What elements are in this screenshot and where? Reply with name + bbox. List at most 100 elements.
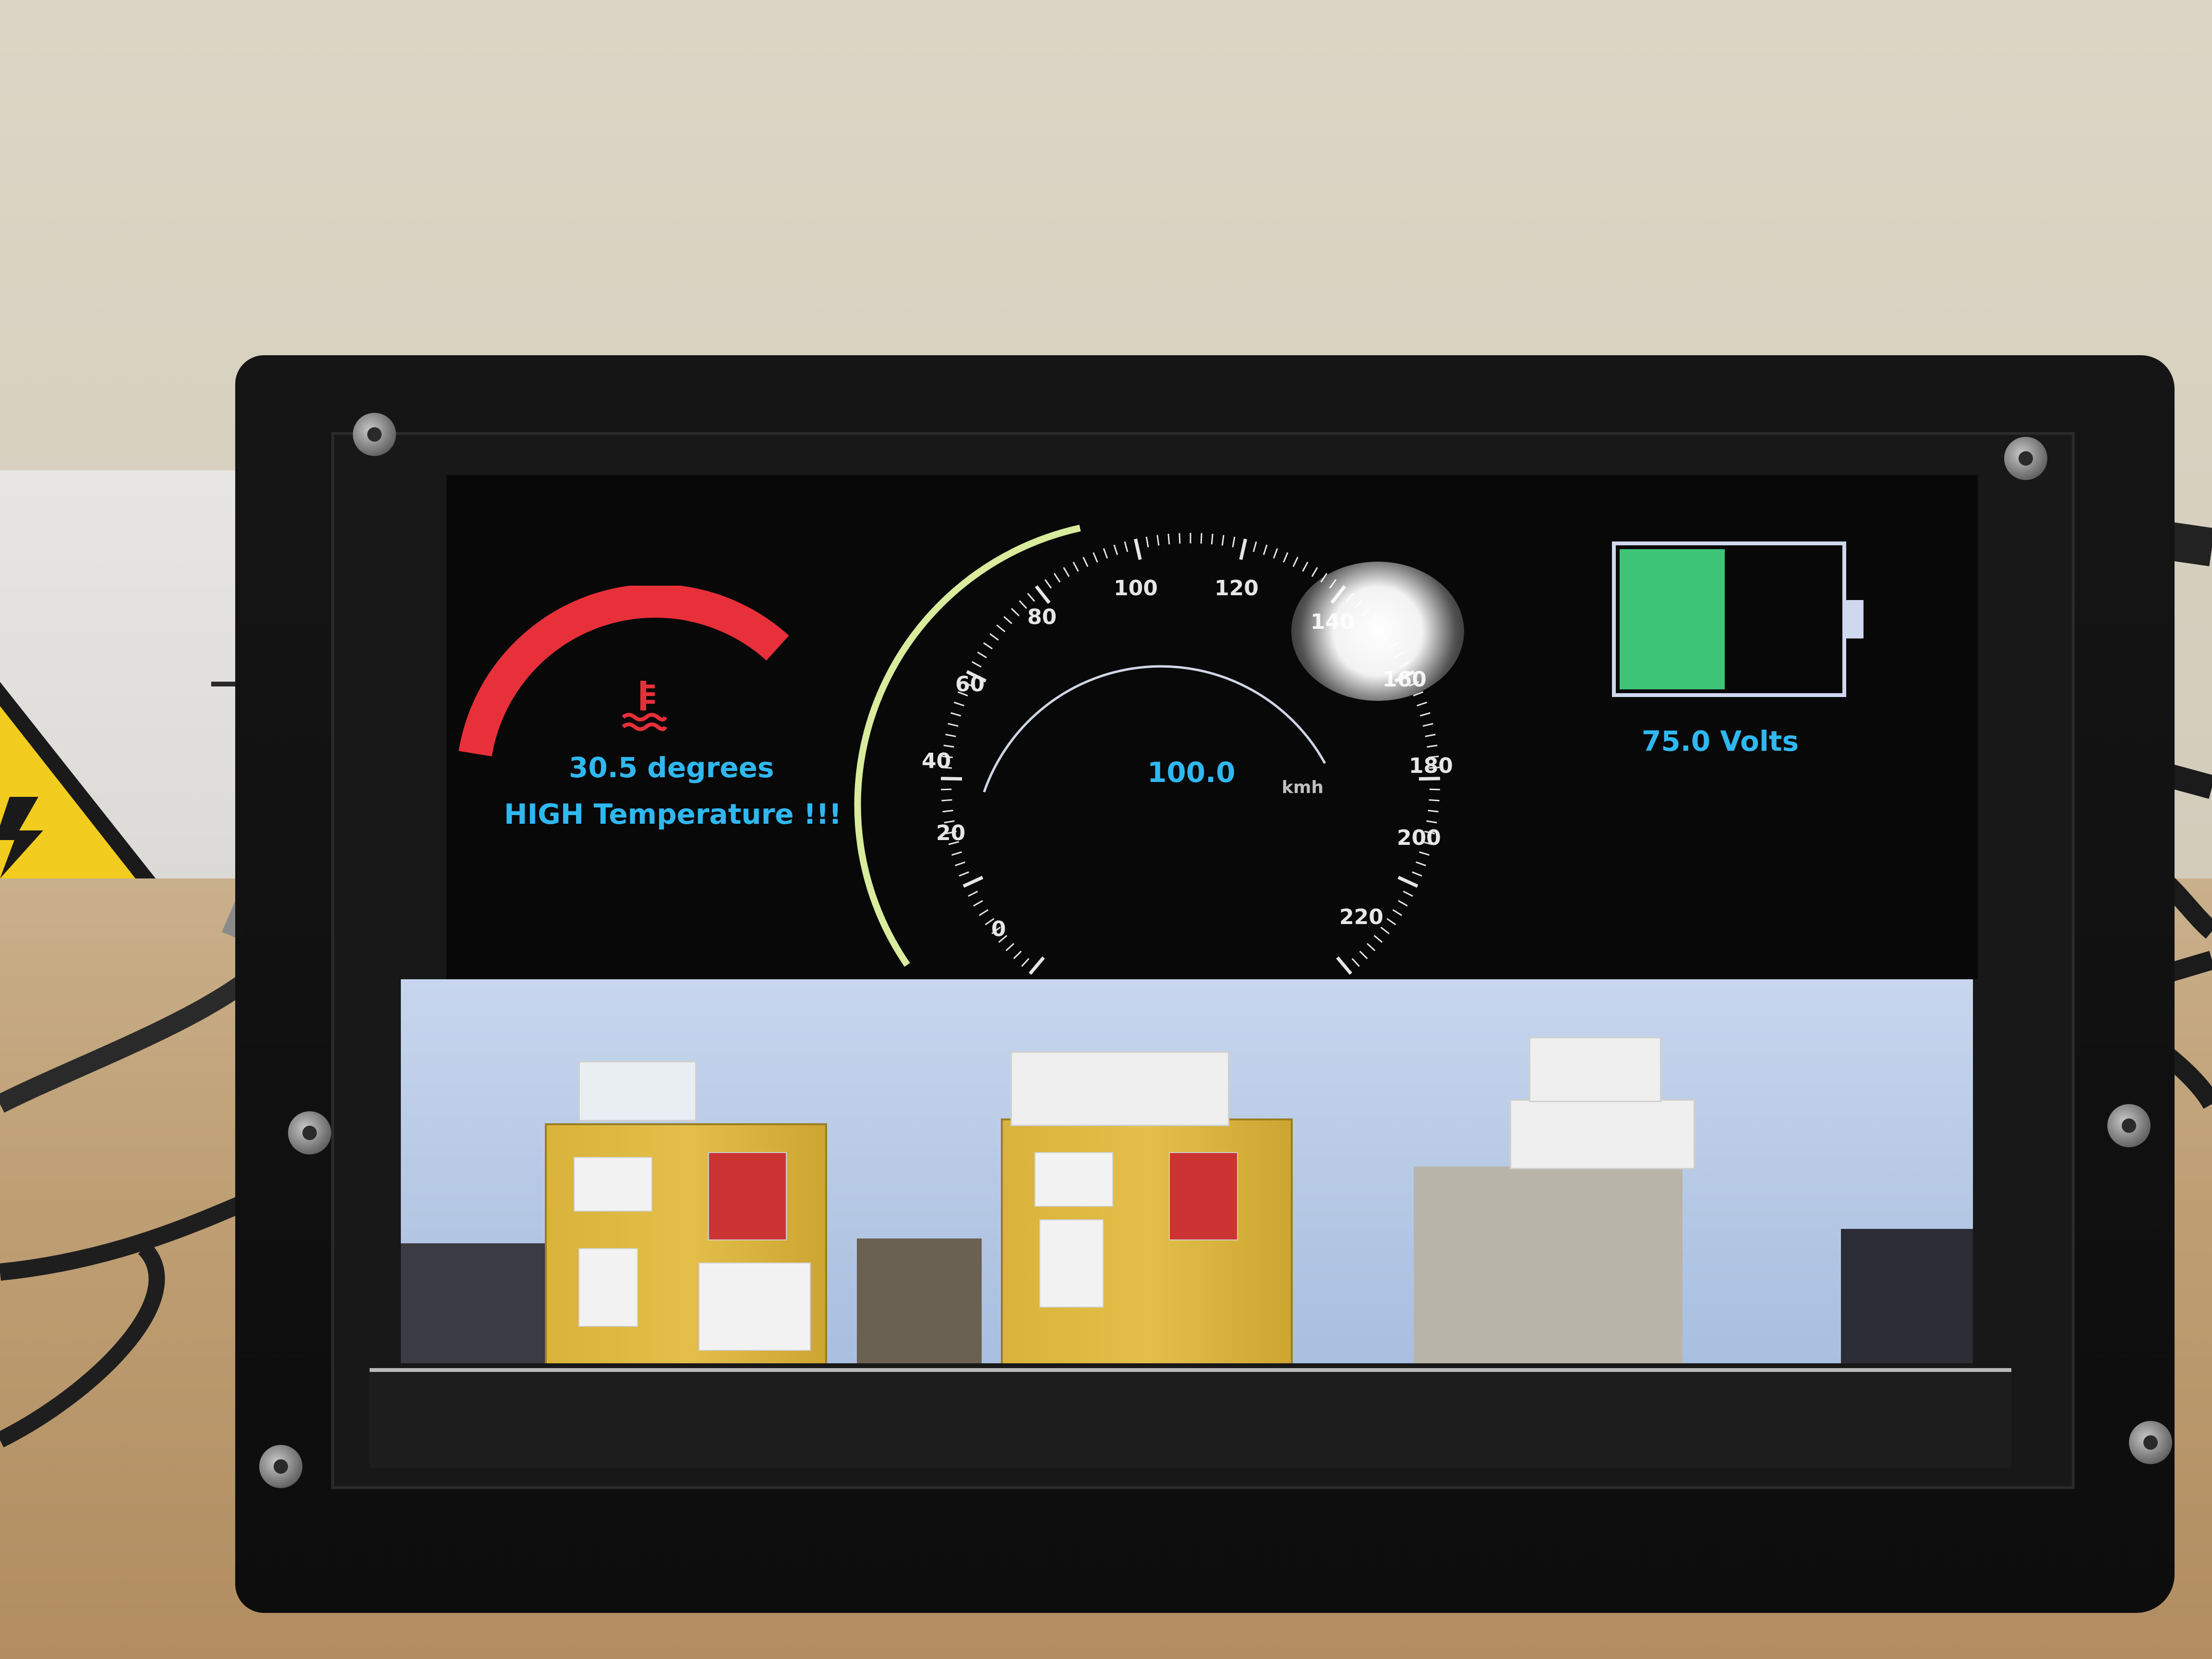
dashboard-screen: 30.5 degrees HIGH Temperature !!! 0 20 4… xyxy=(446,475,1978,979)
screw xyxy=(353,413,396,456)
dark-furniture xyxy=(1841,1229,1973,1363)
speed-minor-tick xyxy=(950,712,962,717)
speed-minor-tick xyxy=(1373,935,1383,943)
grey-cabinet xyxy=(1414,1166,1683,1363)
speed-minor-tick xyxy=(1351,958,1360,967)
speed-minor-tick xyxy=(1005,943,1015,951)
container xyxy=(1010,1051,1229,1126)
speed-tick-label: 80 xyxy=(1027,605,1057,629)
speed-minor-tick xyxy=(957,691,968,697)
coolant-temperature-icon xyxy=(622,681,667,731)
screw xyxy=(288,1111,331,1154)
label-sheet xyxy=(698,1262,811,1351)
speed-tick-label: 40 xyxy=(922,749,951,773)
screw xyxy=(2129,1421,2172,1464)
speed-minor-tick xyxy=(1232,536,1236,548)
speed-tick-label: 120 xyxy=(1214,576,1259,601)
speed-minor-tick xyxy=(1412,871,1422,877)
speed-minor-tick xyxy=(991,926,1001,935)
speed-major-tick xyxy=(1336,956,1352,975)
screw xyxy=(2107,1104,2151,1147)
container xyxy=(1510,1099,1695,1169)
speed-minor-tick xyxy=(1113,544,1118,555)
speed-unit: kmh xyxy=(1282,778,1324,797)
speed-minor-tick xyxy=(1063,567,1070,577)
speed-minor-tick xyxy=(1422,841,1433,845)
battery-voltage: 75.0 Volts xyxy=(1642,725,1799,757)
label-sheet xyxy=(574,1157,652,1212)
speed-minor-tick xyxy=(1311,567,1318,577)
speed-minor-tick xyxy=(946,830,957,834)
temperature-warning: HIGH Temperature !!! xyxy=(504,798,842,830)
battery-level-fill xyxy=(1620,549,1725,689)
speed-minor-tick xyxy=(1211,533,1214,545)
speed-minor-tick xyxy=(983,642,993,649)
speed-minor-tick xyxy=(1380,926,1390,935)
warning-label xyxy=(1169,1152,1238,1240)
speed-minor-tick xyxy=(945,733,956,737)
speed-tick-label: 0 xyxy=(991,917,1006,941)
speed-minor-tick xyxy=(1398,900,1408,907)
speed-minor-tick xyxy=(948,841,959,845)
speed-minor-tick xyxy=(977,651,987,659)
speed-minor-tick xyxy=(1252,541,1257,552)
camera-feed-image xyxy=(401,979,1973,1363)
speed-minor-tick xyxy=(972,661,982,668)
speed-minor-tick xyxy=(955,861,965,866)
speed-minor-tick xyxy=(1283,552,1288,563)
speed-minor-tick xyxy=(954,701,964,707)
screw xyxy=(2004,437,2047,480)
speed-major-tick xyxy=(1034,585,1051,604)
speed-minor-tick xyxy=(989,633,999,641)
speed-minor-tick xyxy=(1082,556,1089,567)
speed-progress-arc xyxy=(854,525,1081,967)
speed-minor-tick xyxy=(1221,535,1225,546)
speed-minor-tick xyxy=(1262,544,1268,555)
speed-minor-tick xyxy=(1013,950,1022,960)
speed-tick-label: 100 xyxy=(1114,576,1158,601)
speed-minor-tick xyxy=(1124,541,1129,552)
speed-minor-tick xyxy=(1021,958,1030,967)
temperature-gauge xyxy=(458,586,789,757)
speed-minor-tick xyxy=(1427,745,1438,748)
speed-minor-tick xyxy=(943,745,954,748)
speed-minor-tick xyxy=(1424,830,1435,834)
speed-minor-tick xyxy=(1103,548,1108,559)
speed-minor-tick xyxy=(1053,573,1061,583)
label-sheet xyxy=(1034,1152,1113,1207)
speed-minor-tick xyxy=(1359,950,1368,960)
container xyxy=(578,1061,697,1121)
speed-tick-label: 200 xyxy=(1397,826,1441,850)
speed-tick-label: 20 xyxy=(936,821,966,845)
speed-minor-tick xyxy=(1366,943,1376,951)
speed-minor-tick xyxy=(1413,691,1424,697)
speed-minor-tick xyxy=(1426,820,1437,824)
inner-arc xyxy=(983,665,1326,793)
screw xyxy=(259,1445,302,1488)
label-sheet xyxy=(1039,1219,1104,1308)
speed-major-tick xyxy=(962,876,984,888)
speed-minor-tick xyxy=(996,624,1006,633)
speed-minor-tick xyxy=(1425,733,1436,737)
speed-minor-tick xyxy=(1167,533,1170,545)
speed-minor-tick xyxy=(1416,861,1426,866)
cardboard-boxes xyxy=(857,1238,982,1363)
screen-glare xyxy=(1291,562,1464,701)
speed-minor-tick xyxy=(1422,722,1433,727)
warning-label xyxy=(708,1152,787,1240)
temperature-value: 30.5 degrees xyxy=(569,751,774,784)
speed-minor-tick xyxy=(1403,890,1413,897)
speed-tick-label: 180 xyxy=(1409,754,1453,778)
speed-minor-tick xyxy=(1093,552,1098,563)
speed-minor-tick xyxy=(942,809,953,813)
speed-minor-tick xyxy=(1072,562,1079,572)
speed-minor-tick xyxy=(1429,799,1440,802)
speed-minor-tick xyxy=(1200,533,1202,544)
warning-sign-icon xyxy=(0,682,163,888)
speed-minor-tick xyxy=(941,788,952,791)
speed-value: 100.0 xyxy=(1147,756,1236,789)
speed-minor-tick xyxy=(941,799,952,802)
speed-minor-tick xyxy=(1302,562,1309,572)
speed-tick-label: 60 xyxy=(955,672,985,697)
